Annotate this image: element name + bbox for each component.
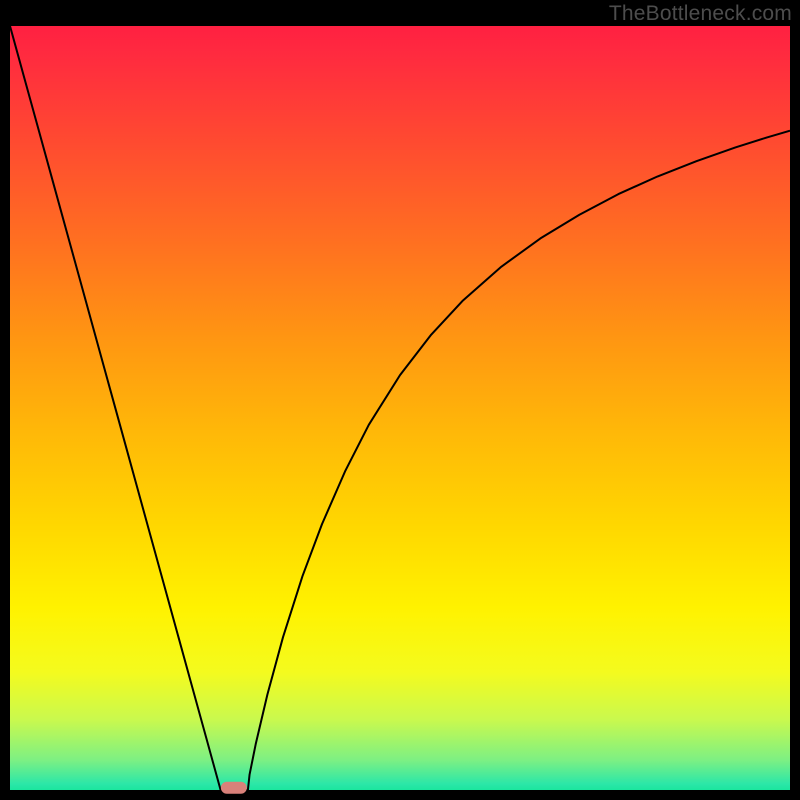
- watermark-text: TheBottleneck.com: [609, 2, 792, 26]
- optimum-marker: [221, 782, 247, 794]
- chart-svg: [0, 0, 800, 800]
- border-left: [0, 0, 10, 800]
- bottleneck-curve: [10, 26, 790, 790]
- border-bottom: [0, 790, 800, 800]
- chart-container: TheBottleneck.com: [0, 0, 800, 800]
- border-right: [790, 0, 800, 800]
